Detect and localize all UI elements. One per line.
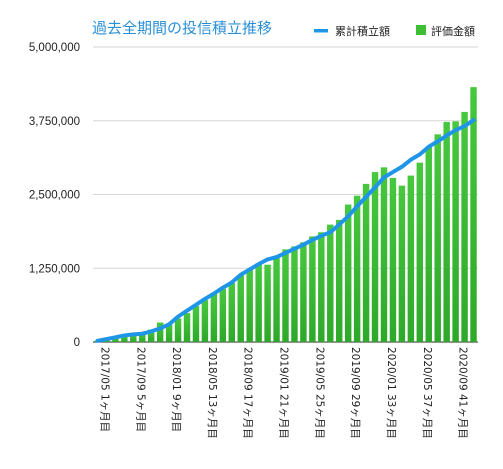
bar — [434, 134, 441, 342]
bar — [139, 332, 146, 342]
bar — [300, 242, 307, 342]
bar — [174, 318, 182, 342]
x-tick-label: 2020/05 37ヶ月目 — [421, 347, 433, 439]
bar — [335, 219, 343, 342]
x-axis-labels: 2017/05 1ヶ月目 2017/09 5ヶ月目 2018/01 9ヶ月目 2018… — [99, 347, 469, 439]
bar — [228, 283, 236, 342]
y-tick-label: 5,000,000 — [29, 42, 80, 54]
bar — [255, 263, 262, 342]
bar — [147, 329, 155, 342]
bar — [237, 275, 244, 342]
bar — [309, 236, 316, 342]
bar — [264, 264, 271, 342]
x-tick-label: 2018/05 13ヶ月目 — [206, 347, 218, 439]
legend-line-swatch — [314, 29, 328, 33]
bar — [344, 204, 352, 342]
y-tick-label: 0 — [74, 337, 80, 349]
x-tick-label: 2020/01 33ヶ月目 — [385, 347, 397, 439]
bar — [443, 121, 450, 343]
bar — [461, 111, 468, 343]
bar — [210, 293, 218, 342]
bar — [246, 269, 253, 342]
bar — [362, 183, 370, 342]
bar — [282, 249, 289, 342]
line-series — [95, 118, 476, 343]
bar — [130, 334, 137, 342]
bar — [416, 162, 424, 342]
legend-label-cumulative: 累計積立額 — [335, 24, 390, 38]
legend: 累計積立額 評価金額 — [314, 24, 475, 38]
bar — [192, 306, 200, 342]
x-tick-label: 2020/09 41ヶ月目 — [457, 347, 469, 439]
y-axis-labels: 0 1,250,000 2,500,000 3,750,000 5,000,000 — [29, 42, 80, 349]
bar — [389, 177, 397, 342]
bar — [112, 337, 119, 342]
bar — [452, 121, 459, 342]
cumulative-line — [95, 118, 476, 343]
x-tick-label: 2018/01 9ヶ月目 — [170, 347, 182, 432]
chart-title: 過去全期間の投信積立推移 — [92, 19, 272, 37]
x-tick-label: 2019/01 21ヶ月目 — [278, 347, 290, 439]
bar — [121, 336, 128, 342]
bar — [273, 256, 280, 342]
bar — [353, 195, 361, 342]
bar — [380, 167, 388, 342]
legend-label-valuation: 評価金額 — [431, 24, 475, 38]
y-tick-label: 3,750,000 — [29, 116, 80, 128]
bar — [165, 323, 173, 342]
bar — [327, 224, 334, 342]
bar — [183, 313, 191, 342]
x-tick-label: 2017/09 5ヶ月目 — [134, 347, 146, 432]
bar — [425, 146, 432, 342]
bar — [291, 246, 298, 342]
x-tick-label: 2019/09 29ヶ月目 — [349, 347, 361, 439]
bar — [318, 232, 325, 342]
legend-bar-swatch — [416, 25, 426, 35]
y-tick-label: 2,500,000 — [29, 190, 80, 202]
bar — [398, 185, 406, 342]
bar — [371, 172, 379, 342]
bar — [156, 322, 164, 342]
x-tick-label: 2018/09 17ヶ月目 — [242, 347, 254, 439]
x-tick-label: 2017/05 1ヶ月目 — [99, 347, 111, 432]
y-tick-label: 1,250,000 — [29, 263, 80, 275]
bar — [201, 300, 209, 342]
x-tick-label: 2019/05 25ヶ月目 — [313, 347, 325, 439]
bars — [94, 87, 477, 343]
bar — [470, 87, 477, 343]
bar — [219, 288, 227, 342]
bar — [407, 175, 415, 342]
